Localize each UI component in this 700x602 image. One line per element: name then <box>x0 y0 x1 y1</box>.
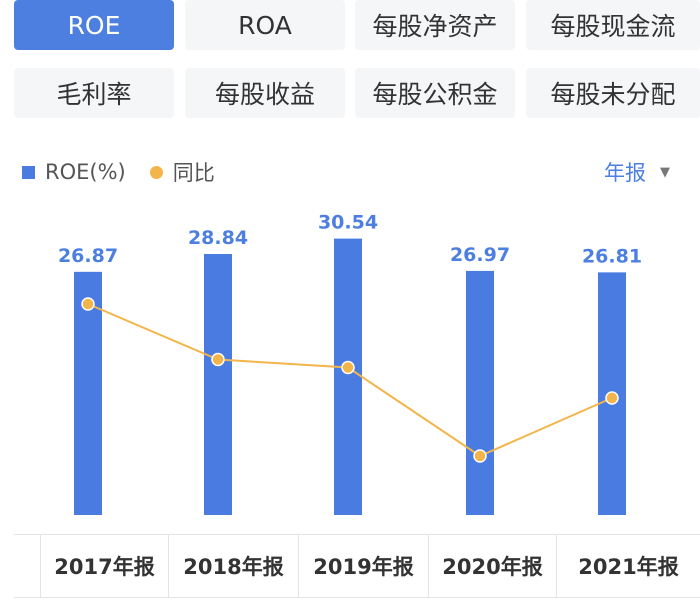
period-label: 年报 <box>604 161 646 185</box>
yoy-point[interactable] <box>81 297 95 311</box>
yoy-point[interactable] <box>605 391 619 405</box>
x-axis-labels: 2017年报 2018年报 2019年报 2020年报 2021年报 <box>14 534 700 598</box>
legend-line-label: 同比 <box>172 161 215 185</box>
x-tick-label: 2018年报 <box>183 555 284 579</box>
tab-net-assets-per-share[interactable]: 每股净资产 <box>355 0 515 50</box>
tab-roe[interactable]: ROE <box>14 0 174 50</box>
tab-undistributed-profit-per-share[interactable]: 每股未分配 <box>526 68 700 118</box>
legend-bar-label: ROE(%) <box>45 160 126 184</box>
chart-legend: ROE(%) 同比 <box>22 156 215 188</box>
roe-bar[interactable] <box>74 271 102 515</box>
roe-data-label: 26.81 <box>582 245 642 267</box>
x-tick-label: 2017年报 <box>54 555 155 579</box>
tab-label: 毛利率 <box>56 80 132 109</box>
tab-label: 每股现金流 <box>550 12 676 41</box>
tab-label: ROE <box>67 10 121 40</box>
x-axis-cell: 2021年报 <box>556 535 700 597</box>
tab-label: 每股公积金 <box>372 80 498 109</box>
roe-bar[interactable] <box>466 270 494 515</box>
roe-data-label: 28.84 <box>188 227 248 249</box>
roe-data-label: 26.87 <box>58 245 118 267</box>
tab-label: 每股未分配 <box>550 80 676 109</box>
yoy-point[interactable] <box>211 352 225 367</box>
tab-label: 每股收益 <box>214 80 315 109</box>
period-selector[interactable]: 年报 ▼ <box>604 156 670 188</box>
roe-chart: 26.87 28.84 30.54 26.97 26.81 <box>58 212 642 516</box>
legend-bar-swatch <box>22 165 35 179</box>
roe-bar[interactable] <box>204 253 232 516</box>
roe-data-label: 30.54 <box>318 212 378 234</box>
tab-roa[interactable]: ROA <box>185 0 345 50</box>
x-axis-cell: 2017年报 <box>40 535 168 597</box>
tab-label: ROA <box>238 10 292 40</box>
x-axis-cell: 2018年报 <box>168 535 298 597</box>
yoy-point[interactable] <box>473 449 487 463</box>
tab-capital-reserve-per-share[interactable]: 每股公积金 <box>355 68 515 118</box>
tab-cash-flow-per-share[interactable]: 每股现金流 <box>526 0 700 50</box>
yoy-point[interactable] <box>341 360 355 375</box>
tab-label: 每股净资产 <box>372 12 498 41</box>
roe-bar[interactable] <box>334 238 362 515</box>
legend-line-swatch <box>149 165 163 179</box>
tab-eps[interactable]: 每股收益 <box>185 68 345 118</box>
x-tick-label: 2021年报 <box>578 555 679 579</box>
caret-down-icon: ▼ <box>660 164 670 180</box>
x-axis-cell: 2019年报 <box>298 535 428 597</box>
x-tick-label: 2020年报 <box>442 555 543 579</box>
x-axis-cell: 2020年报 <box>428 535 556 597</box>
roe-data-label: 26.97 <box>450 244 510 266</box>
tab-gross-margin[interactable]: 毛利率 <box>14 68 174 118</box>
x-tick-label: 2019年报 <box>313 555 414 579</box>
